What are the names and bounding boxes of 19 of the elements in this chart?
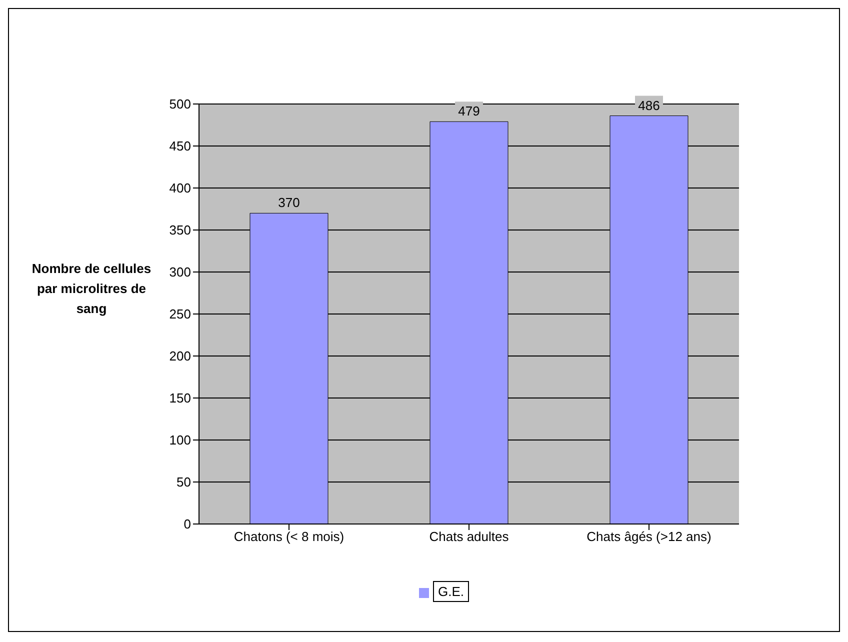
x-tick-label: Chatons (< 8 mois) <box>234 529 344 544</box>
x-tick-label: Chats âgés (>12 ans) <box>586 529 712 544</box>
y-tick-label: 100 <box>169 432 191 448</box>
y-tick-label: 150 <box>169 390 191 406</box>
y-tick-label: 0 <box>184 516 191 532</box>
x-tick-label: Chats adultes <box>429 529 510 544</box>
y-tick-label: 500 <box>169 96 191 112</box>
legend-label: G.E. <box>432 581 469 602</box>
data-label: 370 <box>278 195 300 210</box>
y-tick-label: 50 <box>176 474 191 490</box>
data-label: 486 <box>638 98 660 113</box>
y-tick-label: 300 <box>169 264 191 280</box>
y-tick-label: 250 <box>169 306 191 322</box>
data-label: 479 <box>458 104 480 119</box>
y-axis-title: Nombre de cellules par microlitres de sang <box>30 260 152 318</box>
y-tick-label: 400 <box>169 180 191 196</box>
y-tick-label: 200 <box>169 348 191 364</box>
y-tick-label: 350 <box>169 222 191 238</box>
y-tick-label: 450 <box>169 138 191 154</box>
